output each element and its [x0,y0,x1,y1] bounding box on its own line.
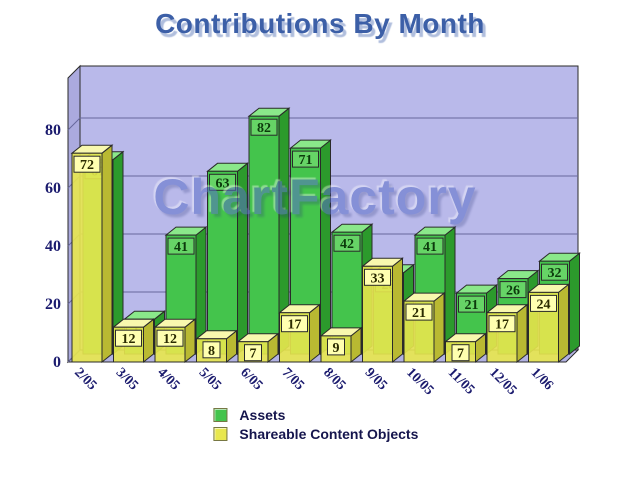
legend-label-assets: Assets [239,407,286,423]
bar-value-label: 8 [208,344,215,359]
y-tick-label: 80 [45,122,61,139]
legend-label-shareable-content-objects: Shareable Content Objects [239,426,419,442]
y-tick-label: 40 [45,238,61,255]
bar-value-label: 21 [465,298,479,313]
legend: Assets Shareable Content Objects [213,404,418,445]
x-tick-label: 8/05 [320,365,348,393]
legend-swatch-assets-icon [213,408,228,422]
bar-value-label: 12 [163,332,177,347]
bar-value-label: 33 [371,271,385,286]
bar-value-label: 17 [495,318,509,333]
legend-item-shareable-content-objects: Shareable Content Objects [213,426,418,442]
bar-value-label: 41 [423,240,437,255]
bar-assets-6/05 [248,115,280,355]
y-tick-label: 60 [45,180,61,197]
bar-value-label: 24 [537,297,551,312]
bar-value-label: 72 [80,158,94,173]
bar-value-label: 26 [506,284,520,299]
x-tick-label: 5/05 [196,365,224,393]
bar-value-label: 63 [216,176,230,191]
x-tick-label: 2/05 [71,365,99,393]
x-tick-label: 1/06 [528,365,556,393]
x-tick-label: 7/05 [279,365,307,393]
y-tick-label: 0 [53,354,61,371]
bar-value-label: 12 [122,332,136,347]
x-tick-label: 4/05 [154,365,182,393]
x-axis-labels: 2/05 3/05 4/05 5/05 6/05 7/05 8/05 9/05 10/05 11/… [71,365,556,398]
bar-value-label: 71 [299,153,313,168]
y-axis-labels: 0 20 40 60 80 [45,122,61,371]
bar-value-label: 41 [174,240,188,255]
legend-item-assets: Assets [213,407,418,423]
x-tick-label: 10/05 [403,365,436,398]
x-tick-label: 3/05 [113,365,141,393]
bar-value-label: 21 [412,306,426,321]
bar-value-label: 7 [250,347,257,362]
bar-value-label: 9 [333,341,340,356]
bar-value-label: 17 [288,318,302,333]
legend-swatch-shareable-content-objects-icon [213,427,228,441]
x-tick-label: 6/05 [237,365,265,393]
bar-value-label: 7 [457,347,464,362]
x-tick-label: 12/05 [486,365,519,398]
bar-shareable-content-objects-2/05 [71,152,103,363]
x-tick-label: 9/05 [362,365,390,393]
y-tick-label: 20 [45,296,61,313]
x-tick-label: 11/05 [445,365,478,398]
chart-title: Contributions By Month [155,8,485,39]
bar-value-label: 32 [548,266,562,281]
bar-assets-5/05 [207,170,238,355]
bar-value-label: 82 [257,121,271,136]
bar-value-label: 42 [340,237,354,252]
